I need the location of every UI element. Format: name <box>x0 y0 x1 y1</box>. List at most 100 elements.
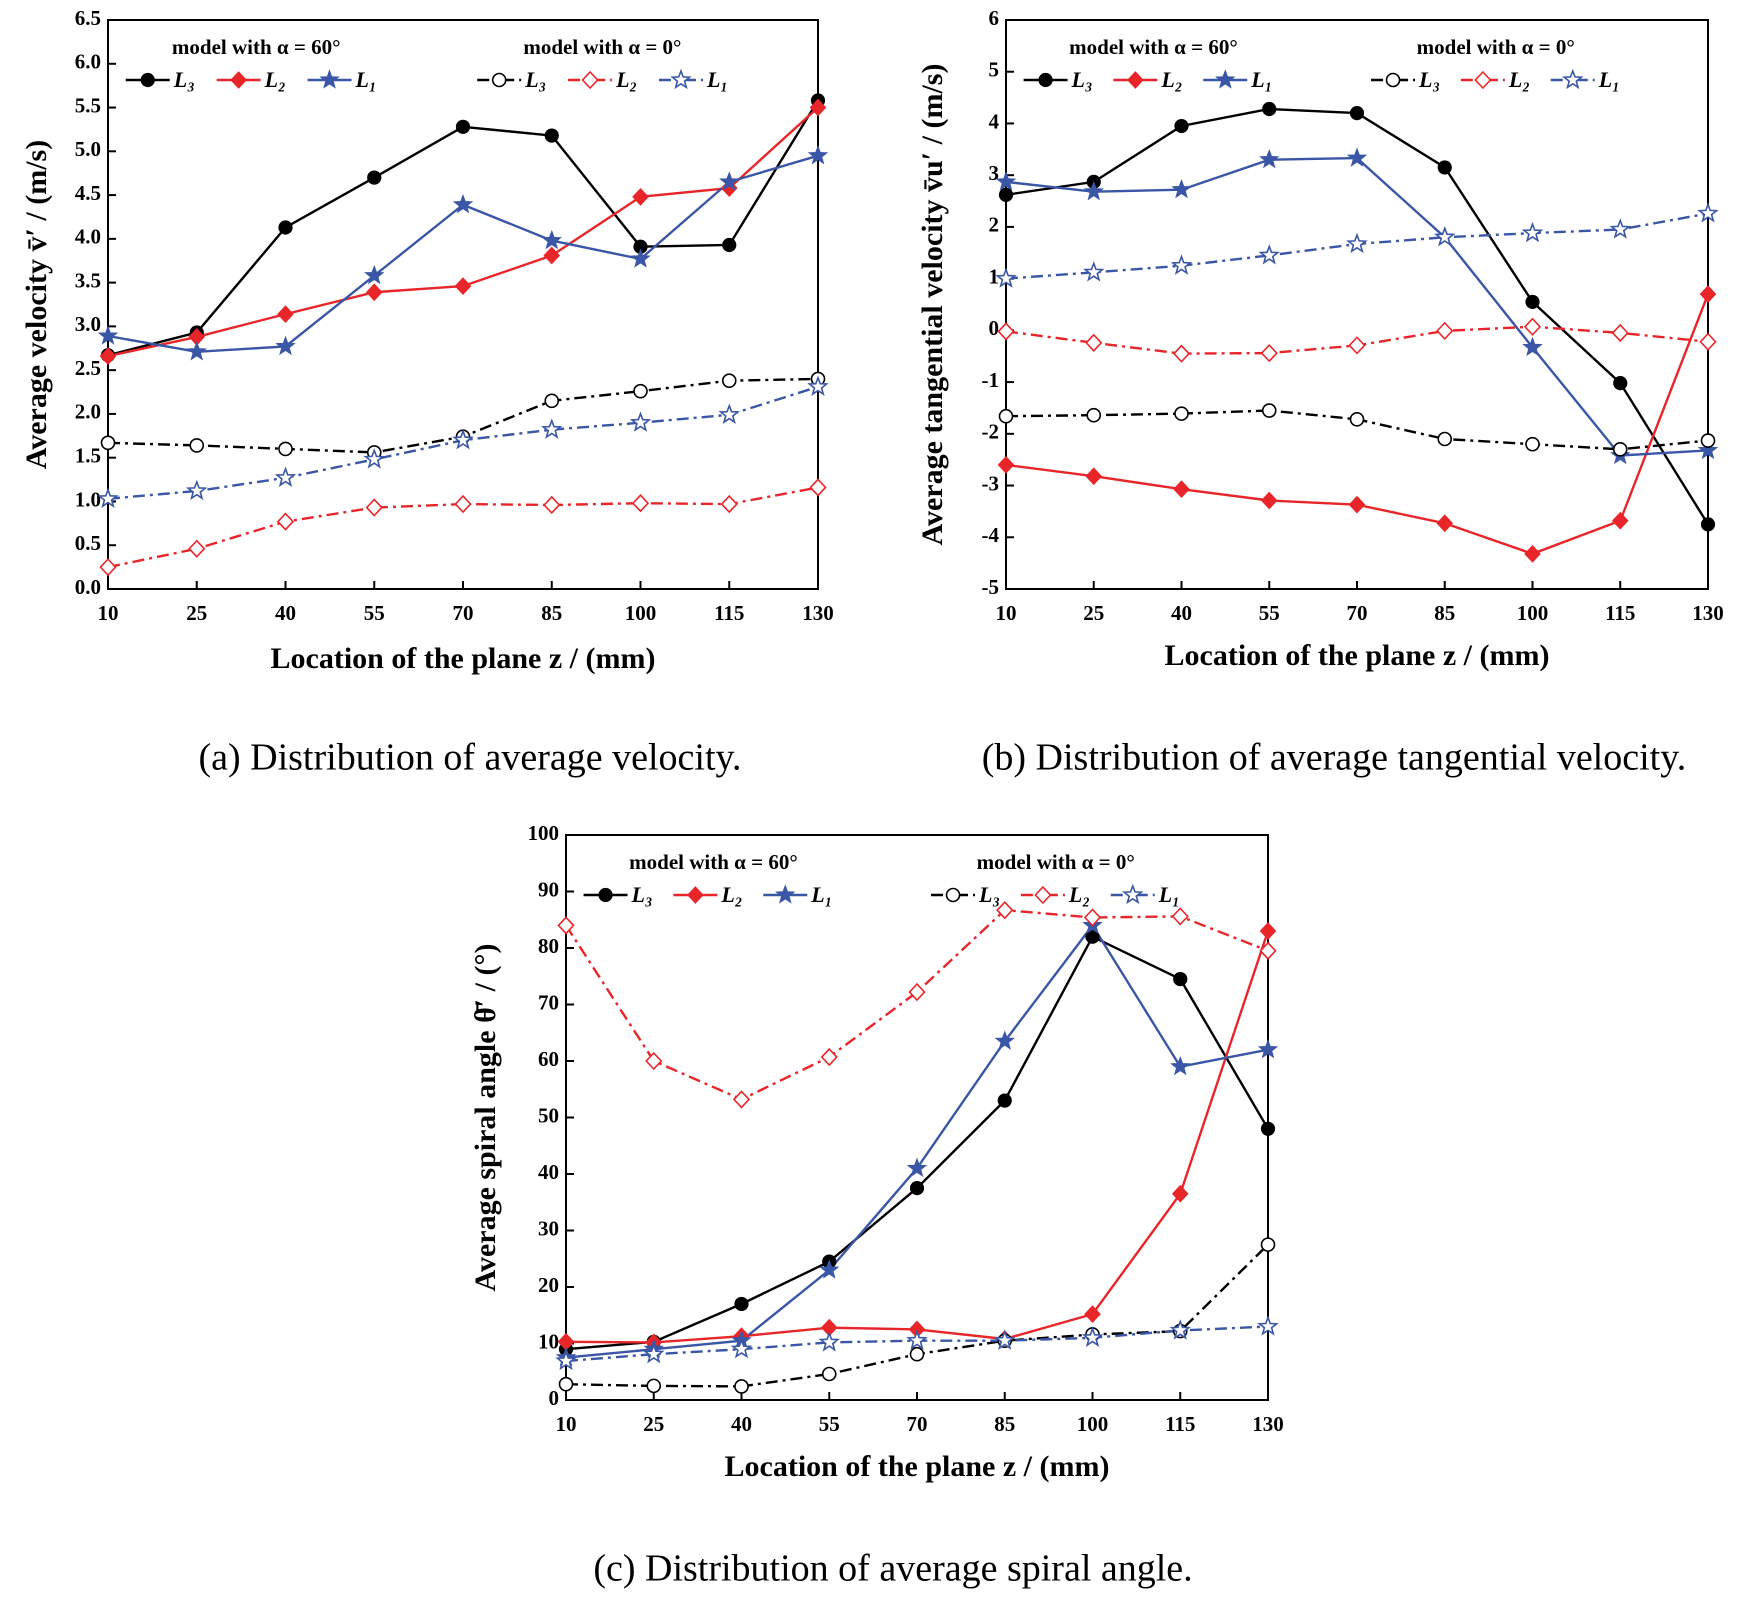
marker <box>1170 254 1193 275</box>
y-tick-label: 3.5 <box>75 268 101 292</box>
x-tick-label: 40 <box>731 1412 752 1436</box>
marker <box>277 305 294 324</box>
x-tick-label: 130 <box>1252 1412 1284 1436</box>
legend-marker <box>1385 72 1401 88</box>
marker <box>1083 261 1105 282</box>
legend-heading: model with α = 60° <box>172 35 341 59</box>
x-tick-label: 100 <box>625 601 657 625</box>
marker <box>363 448 385 469</box>
caption: (b) Distribution of average tangential v… <box>982 737 1687 779</box>
marker <box>998 408 1014 424</box>
marker <box>1257 1038 1279 1059</box>
legend-marker <box>1034 885 1052 905</box>
marker <box>1525 294 1540 310</box>
y-tick-label: 6.5 <box>75 6 101 30</box>
marker <box>558 1376 574 1392</box>
marker <box>1697 439 1719 460</box>
y-tick-label: 2.5 <box>75 356 101 380</box>
legend-label: L₃ <box>173 67 195 92</box>
marker <box>186 341 207 361</box>
marker <box>1346 232 1368 254</box>
y-axis-label: Average velocity v̄′ / (m/s) <box>20 140 53 469</box>
marker <box>906 1329 928 1350</box>
legend-label: L₂ <box>1508 67 1530 92</box>
marker <box>100 435 116 451</box>
marker <box>994 1030 1015 1050</box>
legend-marker <box>1122 883 1144 905</box>
marker <box>454 494 472 514</box>
marker <box>1259 922 1277 940</box>
y-tick-label: 5.5 <box>75 93 101 117</box>
x-tick-label: 55 <box>1259 601 1280 625</box>
marker <box>365 283 383 302</box>
y-tick-label: 0.0 <box>75 575 101 599</box>
marker <box>630 248 651 268</box>
marker <box>1083 908 1102 927</box>
marker <box>1260 1237 1276 1252</box>
marker <box>721 373 737 388</box>
marker <box>1437 431 1453 447</box>
y-tick-label: 4 <box>989 109 1000 133</box>
x-tick-label: 115 <box>714 601 744 625</box>
marker <box>820 1047 838 1067</box>
marker <box>1349 106 1365 121</box>
marker <box>1172 344 1191 363</box>
x-tick-label: 25 <box>643 1412 664 1436</box>
y-tick-label: 40 <box>538 1160 559 1184</box>
y-tick-label: -1 <box>982 368 1000 392</box>
y-tick-label: 6 <box>989 6 1000 30</box>
marker <box>543 246 561 265</box>
marker <box>1260 491 1278 510</box>
y-tick-label: 1 <box>989 264 1000 288</box>
y-tick-label: 2 <box>989 213 1000 237</box>
plot-frame <box>565 834 1269 1401</box>
x-tick-label: 25 <box>1083 601 1104 625</box>
marker <box>1348 336 1366 355</box>
legend-marker <box>1127 71 1144 89</box>
x-tick-label: 10 <box>996 601 1017 625</box>
legend-marker <box>1474 70 1492 90</box>
marker <box>452 428 474 450</box>
marker <box>997 322 1015 341</box>
y-tick-label: 4.5 <box>75 181 101 205</box>
marker <box>1613 376 1628 391</box>
marker <box>1521 221 1544 243</box>
marker <box>278 220 293 235</box>
marker <box>1173 971 1188 987</box>
legend-marker <box>598 887 613 903</box>
marker <box>1086 407 1102 423</box>
legend-label: L₂ <box>1160 67 1182 92</box>
marker <box>633 383 648 399</box>
legend-marker <box>945 887 961 903</box>
legend-label: L₃ <box>978 882 1000 907</box>
x-tick-label: 40 <box>1171 601 1192 625</box>
marker <box>1085 333 1103 352</box>
marker <box>543 495 561 515</box>
marker <box>629 411 652 432</box>
marker <box>722 237 737 253</box>
y-tick-label: -3 <box>982 471 1000 495</box>
marker <box>734 1296 749 1312</box>
marker <box>1524 544 1541 563</box>
legend-heading: model with α = 0° <box>523 35 681 59</box>
marker <box>807 375 829 396</box>
marker <box>995 267 1017 288</box>
x-tick-label: 10 <box>556 1412 577 1436</box>
series-line <box>564 908 1269 1101</box>
marker <box>276 512 295 531</box>
marker <box>544 128 559 143</box>
marker <box>631 494 650 513</box>
y-tick-label: -2 <box>982 420 1000 444</box>
marker <box>1611 323 1629 343</box>
series-line <box>1005 156 1709 457</box>
legend-label: L₃ <box>631 882 653 907</box>
marker <box>1436 514 1454 533</box>
marker <box>1523 317 1542 336</box>
marker <box>1081 1326 1104 1347</box>
marker <box>1612 442 1628 457</box>
legend-marker <box>687 886 704 904</box>
caption: (c) Distribution of average spiral angle… <box>593 1548 1192 1590</box>
marker <box>1434 226 1456 247</box>
marker <box>1436 321 1454 341</box>
legend-marker <box>775 884 796 904</box>
